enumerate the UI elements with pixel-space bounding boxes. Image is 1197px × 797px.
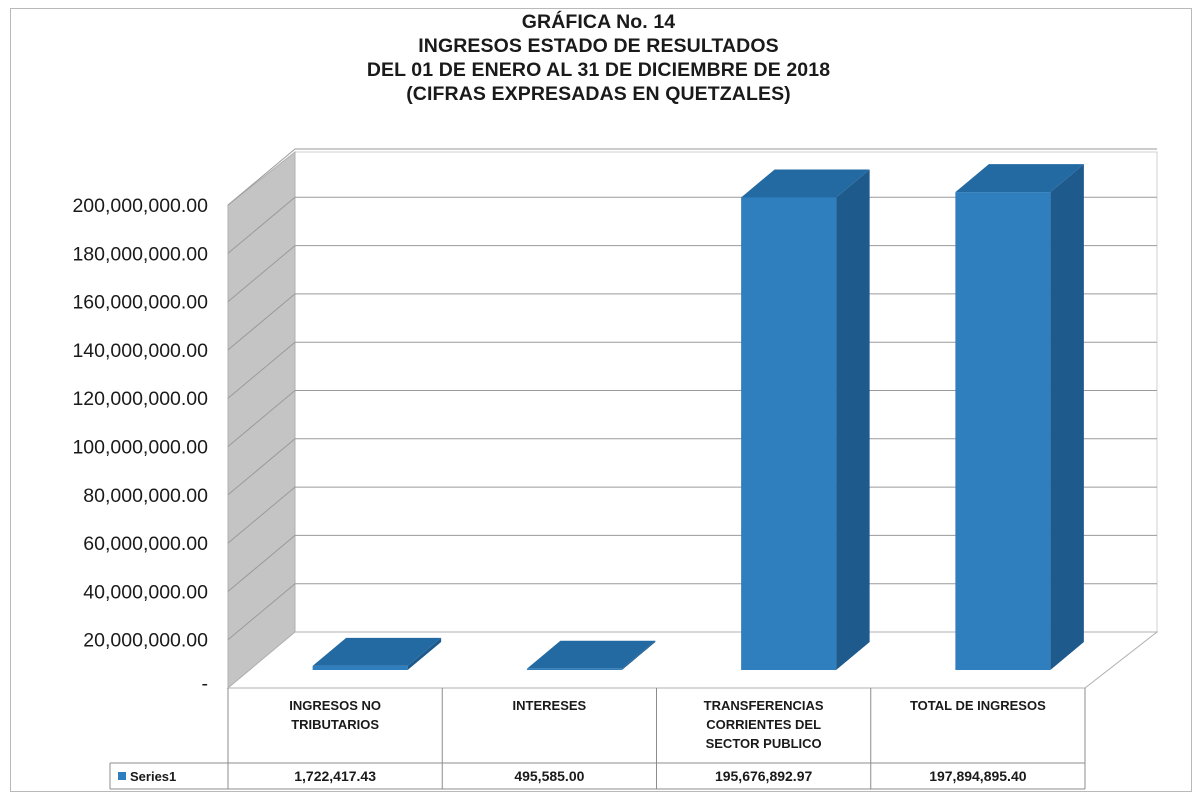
gridline <box>227 534 1157 592</box>
y-axis: - 20,000,000.00 40,000,000.00 60,000,000.00… <box>72 195 208 695</box>
bar-top <box>312 637 442 666</box>
side-wall <box>227 150 296 690</box>
y-tick-label: - <box>202 673 209 695</box>
bar-top <box>526 640 656 669</box>
bars <box>312 164 1084 670</box>
gridline <box>227 148 1157 206</box>
chart-title: GRÁFICA No. 14 INGRESOS ESTADO DE RESULT… <box>0 10 1197 106</box>
gridline <box>227 341 1157 399</box>
floor <box>226 631 1159 689</box>
y-tick-label: 180,000,000.00 <box>72 243 208 265</box>
bar-side <box>407 637 442 670</box>
bar-front <box>526 668 622 670</box>
gridline <box>227 486 1157 544</box>
category-label: TOTAL DE INGRESOS <box>910 698 1046 713</box>
y-tick-label: 40,000,000.00 <box>83 581 208 603</box>
y-tick-label: 80,000,000.00 <box>83 485 208 507</box>
y-tick-label: 100,000,000.00 <box>72 437 208 459</box>
y-tick-label: 160,000,000.00 <box>72 292 208 314</box>
y-tick-label: 120,000,000.00 <box>72 388 208 410</box>
gridlines <box>227 148 1157 641</box>
category-label: INTERESES <box>513 698 587 713</box>
y-tick-label: 20,000,000.00 <box>83 630 208 652</box>
gridline <box>227 438 1157 496</box>
legend-label: Series1 <box>130 769 176 784</box>
chart-title-line-1: GRÁFICA No. 14 <box>521 11 676 33</box>
data-table: INGRESOS NO TRIBUTARIOS 1,722,417.43 INTERE… <box>109 688 1086 790</box>
bar-front <box>312 665 408 670</box>
bar-top <box>741 169 870 198</box>
y-tick-label: 200,000,000.00 <box>72 195 208 217</box>
y-tick-label: 140,000,000.00 <box>72 340 208 362</box>
bar-front <box>955 192 1051 670</box>
category-label: TRANSFERENCIAS <box>704 698 824 713</box>
bar <box>526 640 656 670</box>
bar <box>312 637 442 670</box>
gridline <box>227 245 1157 302</box>
bar-side <box>836 169 870 670</box>
bar-front <box>741 197 837 670</box>
bar <box>741 169 870 670</box>
category-label: TRIBUTARIOS <box>291 717 379 732</box>
gridline <box>227 583 1157 641</box>
y-tick-label: 60,000,000.00 <box>83 533 208 555</box>
bar-side <box>1050 164 1084 670</box>
chart-title-line-2: INGRESOS ESTADO DE RESULTADOS <box>418 35 779 57</box>
bar <box>955 164 1084 670</box>
category-label: SECTOR PUBLICO <box>706 736 822 751</box>
category-label: INGRESOS NO <box>289 698 381 713</box>
bar-top <box>955 164 1084 193</box>
data-label: 1,722,417.43 <box>294 768 376 784</box>
legend-key <box>118 772 126 780</box>
chart-title-line-4: (CIFRAS EXPRESADAS EN QUETZALES) <box>406 83 791 105</box>
gridline <box>227 390 1157 447</box>
data-label: 197,894,895.40 <box>929 768 1027 784</box>
gridline <box>227 293 1157 351</box>
bar-side <box>621 640 656 670</box>
category-label: CORRIENTES DEL <box>706 717 821 732</box>
data-label: 495,585.00 <box>514 768 584 784</box>
chart-walls <box>226 150 1159 690</box>
chart-title-line-3: DEL 01 DE ENERO AL 31 DE DICIEMBRE DE 20… <box>366 59 831 81</box>
data-label: 195,676,892.97 <box>715 768 813 784</box>
gridline <box>227 196 1157 254</box>
